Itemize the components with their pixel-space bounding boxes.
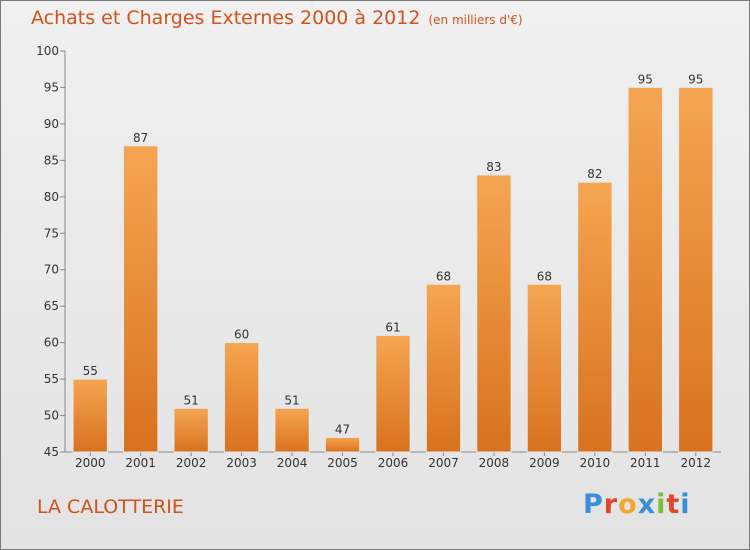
y-tick-label: 65 bbox=[44, 299, 59, 313]
x-tick-label: 2011 bbox=[630, 456, 661, 470]
x-tick-label: 2003 bbox=[226, 456, 257, 470]
commune-name: LA CALOTTERIE bbox=[37, 496, 184, 518]
data-label: 60 bbox=[234, 328, 249, 342]
y-tick-label: 50 bbox=[44, 409, 59, 423]
bar-2002 bbox=[173, 407, 209, 453]
bar-2005 bbox=[324, 436, 361, 453]
data-label: 95 bbox=[638, 72, 653, 86]
bar-2010 bbox=[577, 181, 613, 453]
data-label: 95 bbox=[688, 72, 703, 86]
y-tick-label: 85 bbox=[44, 153, 59, 167]
bar-2000 bbox=[72, 378, 108, 453]
proxiti-logo: Proxiti bbox=[583, 489, 691, 520]
x-tick-label: 2007 bbox=[428, 456, 459, 470]
data-label: 82 bbox=[587, 167, 602, 181]
chart-title-text: Achats et Charges Externes 2000 à 2012 bbox=[31, 7, 421, 29]
data-label: 55 bbox=[83, 364, 98, 378]
x-tick-label: 2004 bbox=[277, 456, 308, 470]
bar-2006 bbox=[375, 334, 411, 453]
logo-letter: o bbox=[618, 489, 638, 520]
y-tick-label: 80 bbox=[44, 190, 59, 204]
y-tick-label: 100 bbox=[36, 44, 59, 58]
x-tick-label: 2006 bbox=[378, 456, 409, 470]
data-label: 83 bbox=[486, 160, 501, 174]
data-label: 61 bbox=[385, 320, 400, 334]
logo-letter: P bbox=[583, 489, 604, 520]
x-tick-label: 2001 bbox=[125, 456, 156, 470]
logo-letter: x bbox=[637, 489, 657, 520]
y-tick-label: 75 bbox=[44, 226, 59, 240]
data-label: 87 bbox=[133, 131, 148, 145]
y-tick-label: 60 bbox=[44, 336, 59, 350]
y-tick-label: 45 bbox=[44, 445, 59, 459]
bar-2012 bbox=[678, 86, 714, 453]
logo-letter: r bbox=[603, 489, 619, 520]
y-tick-label: 95 bbox=[44, 80, 59, 94]
chart-labels: 55 87 51 60 51 47 61 68 83 68 82 95 95 bbox=[83, 72, 704, 436]
bar-2004 bbox=[274, 407, 310, 453]
x-tick-label: 2000 bbox=[75, 456, 106, 470]
x-tick-label: 2005 bbox=[327, 456, 358, 470]
x-tick-label: 2008 bbox=[479, 456, 510, 470]
chart-bars bbox=[72, 86, 714, 453]
logo-letter: i bbox=[656, 489, 667, 520]
x-tick-label: 2002 bbox=[176, 456, 207, 470]
bar-2007 bbox=[425, 283, 462, 453]
chart-units: (en milliers d'€) bbox=[428, 13, 523, 27]
bar-2008 bbox=[476, 174, 512, 453]
y-tick-label: 70 bbox=[44, 263, 59, 277]
y-tick-label: 55 bbox=[44, 372, 59, 386]
bar-2011 bbox=[627, 86, 663, 453]
data-label: 68 bbox=[537, 269, 552, 283]
bar-2001 bbox=[123, 145, 159, 453]
y-tick-label: 90 bbox=[44, 117, 59, 131]
data-label: 47 bbox=[335, 422, 350, 436]
logo-letter: t bbox=[666, 489, 681, 520]
bar-2009 bbox=[526, 283, 563, 453]
data-label: 68 bbox=[436, 269, 451, 283]
x-tick-label: 2010 bbox=[580, 456, 611, 470]
chart-title: Achats et Charges Externes 2000 à 2012 (e… bbox=[31, 7, 523, 29]
x-tick-label: 2012 bbox=[680, 456, 711, 470]
data-label: 51 bbox=[184, 393, 199, 407]
logo-letter: i bbox=[680, 489, 691, 520]
x-tick-label: 2009 bbox=[529, 456, 560, 470]
bar-2003 bbox=[223, 342, 260, 453]
data-label: 51 bbox=[284, 393, 299, 407]
